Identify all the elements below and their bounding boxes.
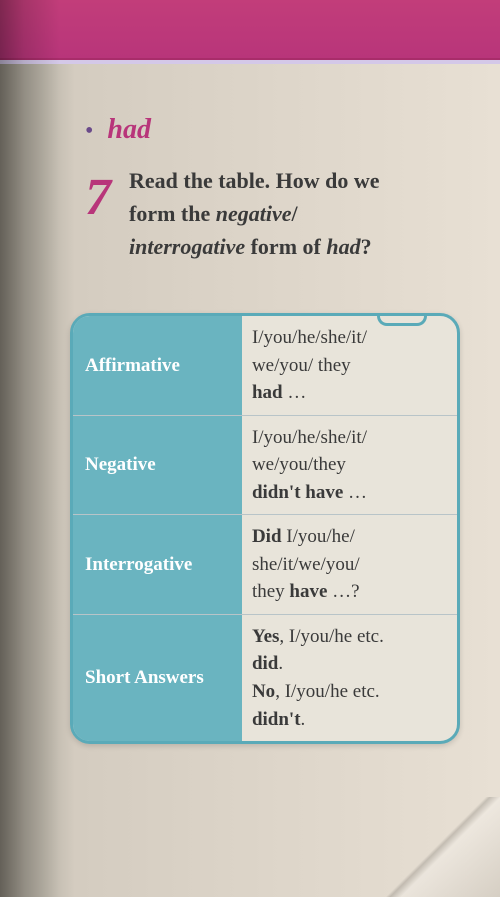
instruction-slash: / (292, 201, 298, 226)
table-tab-notch (377, 314, 427, 326)
neg-l1: I/you/he/she/it/ (252, 427, 367, 448)
neg-didnt: didn't have (252, 482, 343, 503)
row-content-affirmative: I/you/he/she/it/ we/you/ they had … (242, 316, 457, 415)
sa-yes: Yes (252, 626, 279, 647)
heading-word: had (107, 114, 151, 145)
int-have: have (289, 581, 327, 602)
row-content-interrogative: Did I/you/he/ she/it/we/you/ they have …… (242, 515, 457, 615)
neg-l2: we/you/they (252, 454, 346, 475)
instruction-line1: Read the table. How do we (129, 168, 380, 193)
instruction-qmark: ? (361, 234, 372, 259)
instruction-negative: negative (216, 201, 292, 226)
exercise-instruction: Read the table. How do we form the negat… (129, 164, 380, 263)
instruction-had: had (326, 234, 360, 259)
int-dots: …? (327, 581, 359, 602)
row-label-short: Short Answers (73, 614, 242, 741)
row-label-negative: Negative (73, 415, 242, 515)
aff-had: had (252, 382, 283, 403)
heading-line: • had (85, 114, 470, 146)
row-content-negative: I/you/he/she/it/ we/you/they didn't have… (242, 415, 457, 515)
table-row-negative: Negative I/you/he/she/it/ we/you/they di… (73, 415, 457, 515)
table-row-interrogative: Interrogative Did I/you/he/ she/it/we/yo… (73, 515, 457, 615)
instruction-line3b: form of (245, 234, 326, 259)
sa-period2: . (301, 709, 306, 730)
aff-l2: we/you/ they (252, 355, 351, 376)
table-row-affirmative: Affirmative I/you/he/she/it/ we/you/ the… (73, 316, 457, 415)
int-l2: she/it/we/you/ (252, 554, 360, 575)
aff-dots: … (283, 382, 307, 403)
sa-l3b: , I/you/he etc. (275, 681, 379, 702)
neg-dots: … (343, 482, 367, 503)
int-they: they (252, 581, 289, 602)
top-magenta-bar (0, 0, 500, 60)
row-content-short: Yes, I/you/he etc. did. No, I/you/he etc… (242, 614, 457, 741)
aff-l1: I/you/he/she/it/ (252, 327, 367, 348)
table: Affirmative I/you/he/she/it/ we/you/ the… (73, 316, 457, 741)
grammar-table: Affirmative I/you/he/she/it/ we/you/ the… (70, 313, 460, 744)
instruction-interrogative: interrogative (129, 234, 245, 259)
int-did: Did (252, 526, 282, 547)
row-label-interrogative: Interrogative (73, 515, 242, 615)
bullet-icon: • (85, 118, 93, 144)
int-l1b: I/you/he/ (282, 526, 355, 547)
page-curl (380, 797, 500, 897)
exercise-number: 7 (85, 172, 111, 224)
sa-did: did (252, 653, 278, 674)
sa-period1: . (278, 653, 283, 674)
sa-no: No (252, 681, 275, 702)
row-label-affirmative: Affirmative (73, 316, 242, 415)
instruction-line2a: form the (129, 201, 216, 226)
page-content: • had 7 Read the table. How do we form t… (0, 64, 500, 263)
sa-didnt: didn't (252, 709, 301, 730)
table-row-short-answers: Short Answers Yes, I/you/he etc. did. No… (73, 614, 457, 741)
sa-l1b: , I/you/he etc. (279, 626, 383, 647)
exercise-block: 7 Read the table. How do we form the neg… (85, 164, 470, 263)
